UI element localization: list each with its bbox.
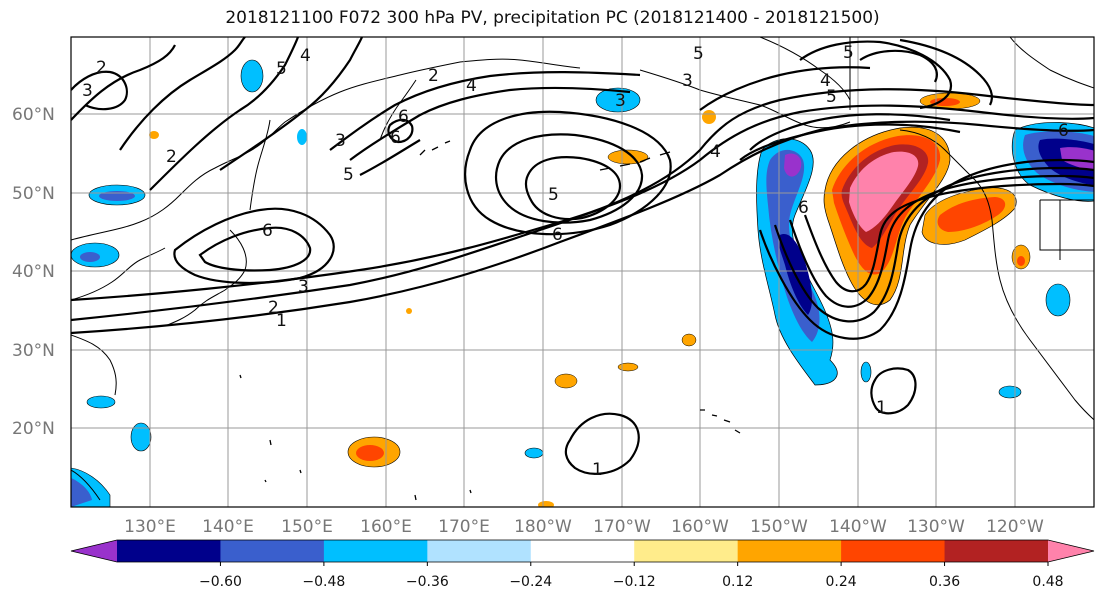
colorbar-segment (323, 540, 428, 562)
svg-text:5: 5 (343, 165, 354, 185)
colorbar-extend-high (1048, 540, 1094, 562)
lat-label: 60°N (12, 105, 55, 125)
lon-label: 120°W (986, 517, 1044, 537)
colorbar-segment (634, 540, 739, 562)
svg-text:3: 3 (615, 91, 626, 111)
svg-text:2: 2 (428, 66, 439, 86)
coastlines (71, 37, 1094, 501)
pv-contours (71, 37, 1094, 475)
lon-label: 140°E (202, 517, 254, 537)
lon-label: 130°E (124, 517, 176, 537)
colorbar-tick-label: 0.48 (1032, 574, 1063, 590)
graticule (71, 37, 1094, 507)
svg-text:5: 5 (843, 43, 854, 63)
positive-anomaly-gulf-max (849, 151, 919, 232)
colorbar-segment (117, 540, 221, 562)
lat-label: 20°N (12, 419, 55, 439)
svg-text:6: 6 (1058, 121, 1069, 141)
longitude-labels: 130°E 140°E 150°E 160°E 170°E 180°W 170°… (124, 517, 1044, 537)
colorbar-segment (841, 540, 946, 562)
map-title: 2018121100 F072 300 hPa PV, precipitatio… (225, 8, 880, 28)
svg-text:3: 3 (298, 277, 309, 297)
svg-text:5: 5 (276, 59, 287, 79)
negative-anomaly-gulf-max (784, 153, 802, 177)
lon-label: 160°E (360, 517, 412, 537)
contour-labels: 2 3 4 5 3 2 5 4 3 3 5 6 6 6 2 4 5 5 6 3 … (82, 43, 1069, 480)
latitude-labels: 60°N 50°N 40°N 30°N 20°N (12, 105, 55, 439)
svg-text:1: 1 (876, 398, 887, 418)
map-panel (71, 37, 1094, 507)
colorbar-tick-label: −0.12 (613, 574, 656, 590)
colorbar-tick-label: −0.24 (509, 574, 552, 590)
colorbar (70, 539, 1095, 563)
svg-text:4: 4 (466, 76, 477, 96)
svg-text:5: 5 (548, 185, 559, 205)
lon-label: 150°W (750, 517, 808, 537)
colorbar-tick-label: −0.36 (406, 574, 449, 590)
svg-text:4: 4 (300, 46, 311, 66)
map-frame (70, 36, 1095, 508)
colorbar-segment (220, 540, 325, 562)
svg-text:2: 2 (166, 147, 177, 167)
svg-text:4: 4 (710, 142, 721, 162)
svg-text:4: 4 (820, 71, 831, 91)
svg-text:6: 6 (262, 221, 273, 241)
lon-label: 170°E (438, 517, 490, 537)
lon-label: 180°W (514, 517, 572, 537)
colorbar-extend-low (71, 540, 117, 562)
svg-text:6: 6 (390, 128, 401, 148)
colorbar-tick-label: 0.12 (722, 574, 753, 590)
svg-text:1: 1 (592, 460, 603, 480)
colorbar-tick-label: 0.36 (929, 574, 960, 590)
colorbar-segment (427, 540, 532, 562)
lon-label: 130°W (907, 517, 965, 537)
lon-label: 160°W (671, 517, 729, 537)
lat-label: 40°N (12, 262, 55, 282)
lon-label: 170°W (593, 517, 651, 537)
svg-text:2: 2 (96, 58, 107, 78)
colorbar-tick-label: −0.48 (302, 574, 345, 590)
negative-anomaly-bc-max (1060, 147, 1094, 172)
svg-text:5: 5 (826, 87, 837, 107)
svg-text:6: 6 (398, 107, 409, 127)
lon-label: 140°W (829, 517, 887, 537)
island-dots (239, 140, 741, 501)
svg-text:3: 3 (682, 71, 693, 91)
lon-label: 150°E (281, 517, 333, 537)
svg-text:2: 2 (268, 298, 279, 318)
colorbar-segment (944, 540, 1049, 562)
svg-text:5: 5 (693, 44, 704, 64)
colorbar-segment (530, 540, 635, 562)
colorbar-tick-label: 0.24 (826, 574, 857, 590)
svg-text:1: 1 (276, 311, 287, 331)
colorbar-ticks: −0.60 −0.48 −0.36 −0.24 −0.12 0.12 0.24 0.36 0.4… (199, 562, 1064, 590)
colorbar-outline (70, 539, 1095, 563)
colorbar-tick-label: −0.60 (199, 574, 242, 590)
svg-text:6: 6 (798, 198, 809, 218)
svg-text:3: 3 (82, 81, 93, 101)
svg-text:6: 6 (552, 225, 563, 245)
colorbar-segment (737, 540, 842, 562)
svg-text:3: 3 (335, 131, 346, 151)
lat-label: 30°N (12, 341, 55, 361)
lat-label: 50°N (12, 184, 55, 204)
